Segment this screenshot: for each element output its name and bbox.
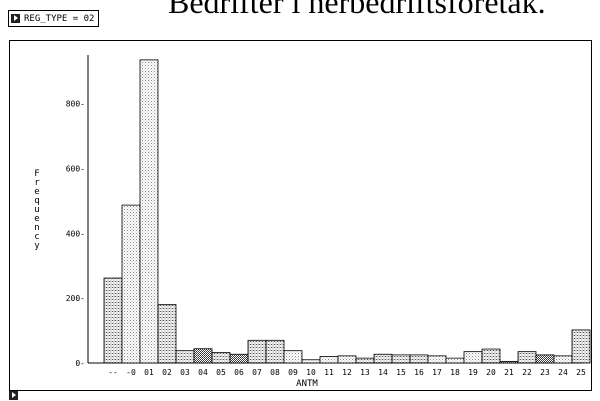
expand-arrow-icon[interactable] xyxy=(9,391,18,400)
frequency-bar-chart: -- -0 01 02 03 04 05 06 07 08 09 10 11 12 13 14 15 16 17 18… xyxy=(34,55,591,389)
bar-18 xyxy=(445,357,465,364)
bar-08 xyxy=(265,339,285,364)
bar-15 xyxy=(391,354,411,364)
bar--- xyxy=(103,277,123,364)
bar-05 xyxy=(211,352,231,364)
bar-10 xyxy=(301,359,321,364)
bar-13 xyxy=(355,357,375,364)
x-tick-label: 12 xyxy=(342,368,352,377)
x-tick-label: 15 xyxy=(396,368,406,377)
bars-group xyxy=(103,59,591,364)
bar-25 xyxy=(571,329,591,364)
x-tick-label: 25 xyxy=(576,368,586,377)
bar-01 xyxy=(139,59,159,364)
x-tick-labels-group: -- -0 01 02 03 04 05 06 07 08 09 10 11 12 13 14 15 16 17 18… xyxy=(108,368,586,377)
x-tick-label: 18 xyxy=(450,368,460,377)
bar-12 xyxy=(337,355,357,364)
x-tick-label: 06 xyxy=(234,368,244,377)
x-tick-label: 23 xyxy=(540,368,550,377)
x-tick-label: 20 xyxy=(486,368,496,377)
x-tick-label: 14 xyxy=(378,368,388,377)
x-tick-label: 24 xyxy=(558,368,568,377)
x-tick-label: -- xyxy=(108,368,118,377)
chart-title: Bedrifter i herbedriftsforetak. xyxy=(168,0,546,20)
x-tick-label: 09 xyxy=(288,368,298,377)
x-axis-label: ANTM xyxy=(296,379,318,389)
x-tick-label: 13 xyxy=(360,368,370,377)
filter-badge[interactable]: REG_TYPE = 02 xyxy=(8,10,100,27)
y-tick-label: 600- xyxy=(66,164,85,173)
filter-label: REG_TYPE = 02 xyxy=(24,13,95,24)
play-arrow-icon xyxy=(11,14,20,23)
x-tick-label: 19 xyxy=(468,368,478,377)
x-tick-label: 22 xyxy=(522,368,532,377)
bar-21 xyxy=(499,360,519,364)
bar-16 xyxy=(409,354,429,364)
bar-07 xyxy=(247,339,267,364)
bar-24 xyxy=(553,355,573,364)
bar--0 xyxy=(121,204,141,364)
y-tick-labels-group: 0- 200- 400- 600- 800- xyxy=(66,100,85,368)
x-tick-label: 11 xyxy=(324,368,334,377)
x-tick-label: 17 xyxy=(432,368,442,377)
x-tick-label: 21 xyxy=(504,368,514,377)
bar-04 xyxy=(193,348,213,364)
x-tick-label: -0 xyxy=(126,368,136,377)
bar-22 xyxy=(517,351,537,364)
bar-03 xyxy=(175,350,195,364)
y-tick-label: 400- xyxy=(66,229,85,238)
bar-11 xyxy=(319,356,339,364)
x-tick-label: 16 xyxy=(414,368,424,377)
x-tick-label: 05 xyxy=(216,368,226,377)
x-tick-label: 04 xyxy=(198,368,208,377)
bar-23 xyxy=(535,354,555,364)
x-tick-label: 08 xyxy=(270,368,280,377)
y-tick-label: 200- xyxy=(66,294,85,303)
bar-09 xyxy=(283,350,303,364)
y-tick-label: 0- xyxy=(75,359,85,368)
bar-06 xyxy=(229,353,249,364)
bar-19 xyxy=(463,351,483,364)
bar-02 xyxy=(157,304,177,364)
x-tick-label: 10 xyxy=(306,368,316,377)
bar-14 xyxy=(373,353,393,364)
y-tick-label: 800- xyxy=(66,100,85,109)
bar-20 xyxy=(481,348,501,364)
x-tick-label: 02 xyxy=(162,368,172,377)
chart-panel: -- -0 01 02 03 04 05 06 07 08 09 10 11 12 13 14 15 16 17 18… xyxy=(9,40,592,391)
bar-17 xyxy=(427,355,447,364)
x-tick-label: 03 xyxy=(180,368,190,377)
x-tick-label: 07 xyxy=(252,368,262,377)
x-tick-label: 01 xyxy=(144,368,154,377)
